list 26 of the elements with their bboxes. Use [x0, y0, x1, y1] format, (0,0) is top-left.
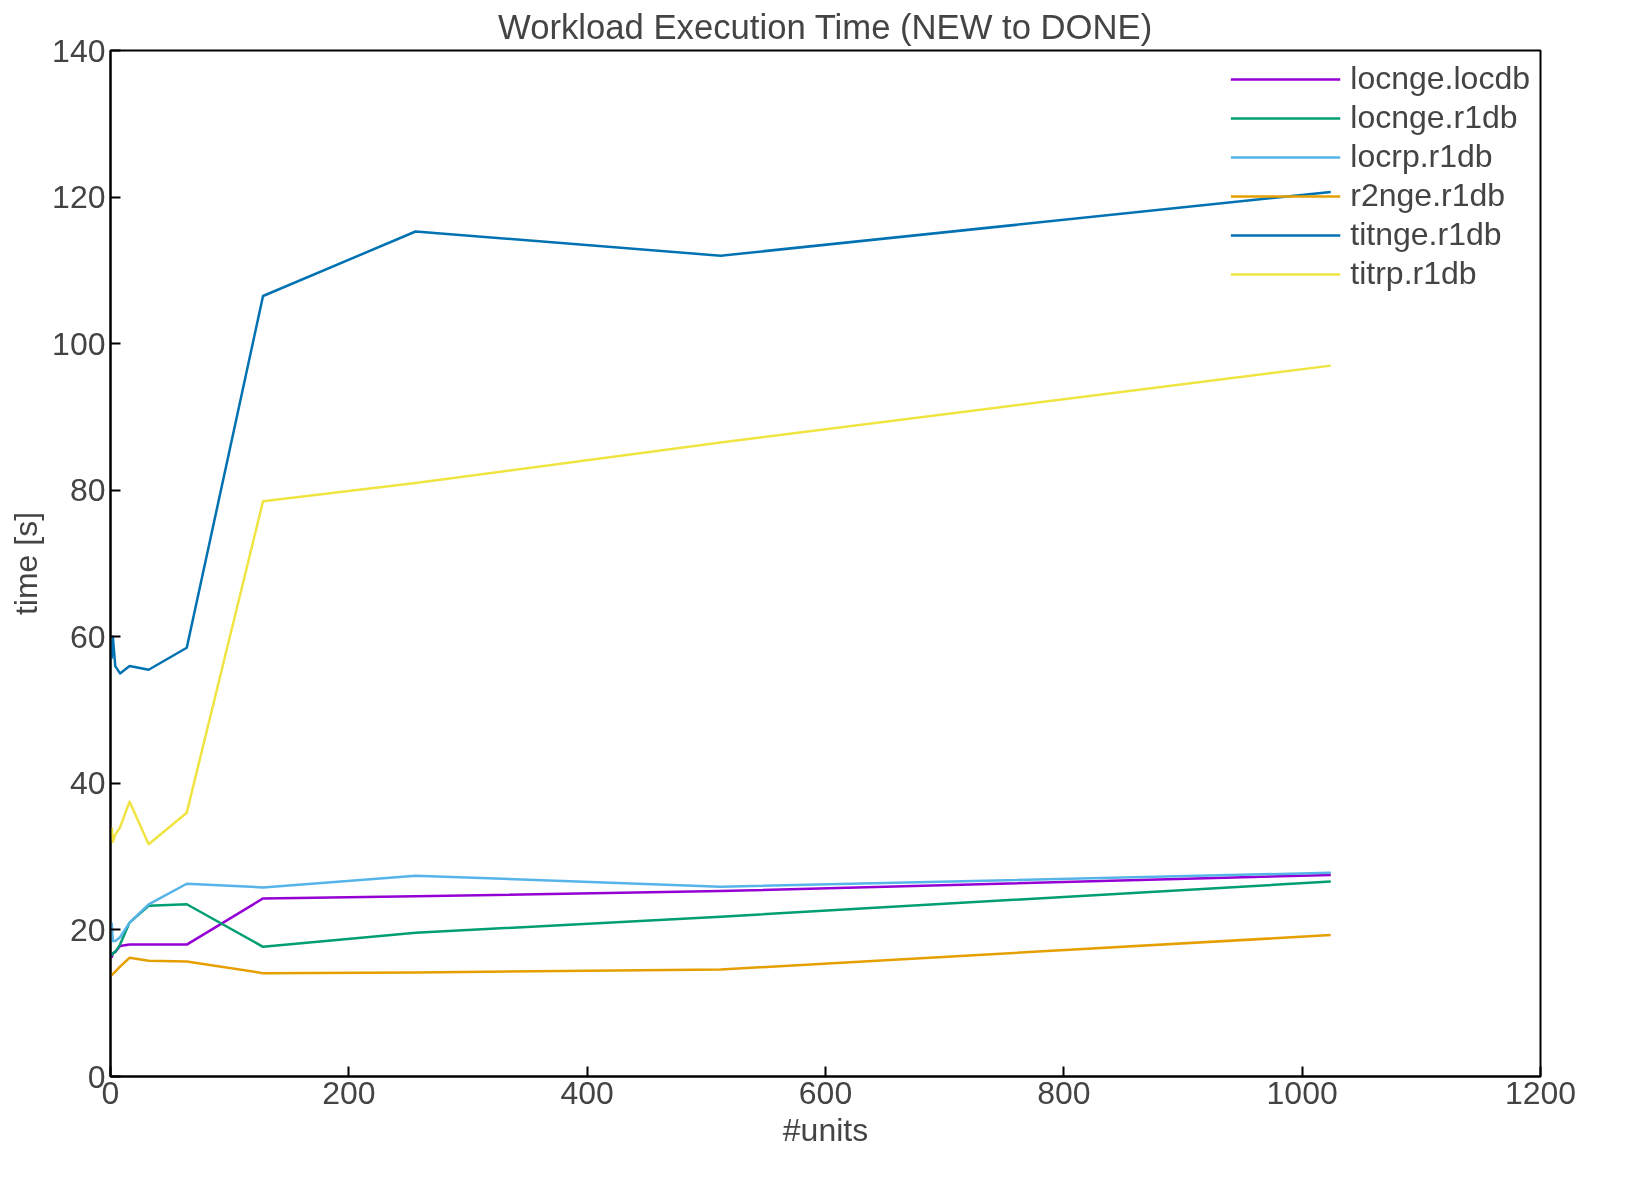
line-series [110, 190, 1333, 675]
legend-label: locnge.r1db [1350, 99, 1518, 136]
legend-label: titrp.r1db [1350, 255, 1477, 292]
x-axis-title: #units [782, 1111, 869, 1148]
legend-label: locrp.r1db [1350, 138, 1493, 175]
legend-label: locnge.locdb [1350, 60, 1530, 97]
y-tick-label: 140 [52, 32, 106, 69]
y-axis-title: time [s] [8, 511, 45, 616]
chart-title: Workload Execution Time (NEW to DONE) [498, 7, 1153, 46]
line-series [110, 933, 1333, 977]
x-tick-label: 1200 [1504, 1074, 1577, 1111]
line-series [110, 871, 1333, 943]
x-tick-label: 1000 [1266, 1074, 1338, 1111]
y-tick-label: 100 [52, 325, 106, 362]
y-tick-label: 60 [69, 618, 106, 655]
x-tick-label: 200 [322, 1074, 376, 1111]
y-tick-label: 40 [69, 765, 106, 802]
legend-label: titnge.r1db [1350, 216, 1502, 253]
y-tick-label: 120 [52, 179, 106, 216]
y-tick-label: 80 [69, 472, 106, 509]
x-tick-label: 400 [560, 1074, 614, 1111]
legend-label: r2nge.r1db [1350, 177, 1506, 214]
x-tick-label: 800 [1037, 1074, 1091, 1111]
y-tick-label: 20 [69, 911, 106, 948]
x-tick-label: 600 [798, 1074, 853, 1111]
line-series [110, 364, 1333, 846]
